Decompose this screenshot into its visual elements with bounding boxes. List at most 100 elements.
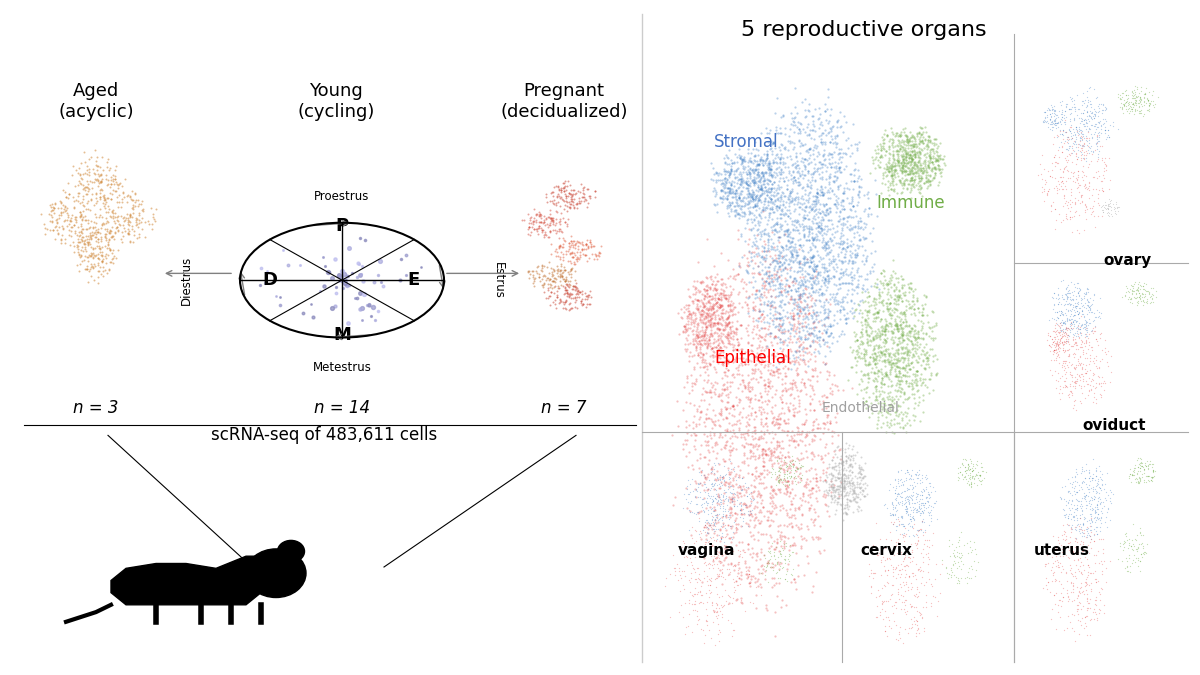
Point [68, 221, 88, 232]
Point [889, 349, 908, 360]
Point [709, 294, 728, 304]
Point [1061, 122, 1080, 132]
Point [1066, 504, 1085, 515]
Point [793, 193, 812, 204]
Point [780, 556, 799, 567]
Point [724, 345, 743, 356]
Point [740, 549, 760, 560]
Point [814, 418, 833, 429]
Point [770, 157, 790, 168]
Point [895, 364, 914, 375]
Point [750, 357, 769, 368]
Point [707, 512, 726, 522]
Point [1088, 474, 1108, 485]
Point [784, 493, 803, 504]
Point [896, 560, 916, 570]
Point [875, 338, 894, 348]
Point [52, 234, 71, 244]
Point [750, 489, 769, 500]
Point [743, 187, 762, 198]
Point [762, 418, 781, 429]
Point [768, 313, 787, 323]
Point [888, 487, 907, 498]
Point [1057, 293, 1076, 304]
Point [883, 255, 902, 266]
Point [896, 146, 916, 157]
Point [698, 515, 718, 526]
Point [842, 466, 862, 477]
Point [844, 239, 863, 250]
Point [905, 611, 924, 622]
Point [913, 373, 932, 384]
Point [767, 568, 786, 578]
Point [721, 180, 740, 190]
Point [132, 213, 151, 223]
Point [92, 255, 112, 266]
Point [720, 309, 739, 320]
Point [76, 185, 95, 196]
Point [806, 265, 826, 276]
Point [804, 317, 823, 327]
Point [908, 399, 928, 410]
Point [750, 194, 769, 205]
Point [910, 138, 929, 148]
Point [1076, 472, 1096, 483]
Point [743, 192, 762, 202]
Point [762, 241, 781, 252]
Point [883, 401, 902, 412]
Point [694, 298, 713, 309]
Point [565, 280, 584, 291]
Point [738, 345, 757, 356]
Point [822, 338, 841, 348]
Point [704, 479, 724, 490]
Point [779, 402, 798, 412]
Point [1121, 292, 1140, 303]
Point [766, 330, 785, 341]
Point [884, 398, 904, 408]
Point [888, 155, 907, 165]
Point [889, 336, 908, 347]
Point [748, 158, 767, 169]
Point [756, 166, 775, 177]
Point [875, 357, 894, 368]
Point [101, 175, 120, 186]
Point [122, 202, 142, 213]
Point [43, 201, 62, 212]
Point [840, 254, 859, 265]
Point [720, 597, 739, 608]
Point [916, 155, 935, 165]
Point [1115, 100, 1134, 111]
Point [782, 498, 802, 509]
Point [794, 212, 814, 223]
Point [904, 141, 923, 152]
Point [800, 261, 820, 272]
Point [809, 287, 828, 298]
Point [788, 462, 808, 473]
Point [550, 190, 569, 201]
Point [708, 472, 727, 483]
Point [784, 410, 803, 421]
Point [906, 481, 925, 491]
Point [887, 354, 906, 364]
Point [882, 325, 901, 336]
Point [695, 286, 714, 297]
Point [1052, 306, 1072, 317]
Point [900, 135, 919, 146]
Point [902, 296, 922, 307]
Point [1066, 282, 1085, 293]
Point [722, 630, 742, 641]
Point [1052, 388, 1072, 399]
Point [1074, 153, 1093, 163]
Point [870, 290, 889, 300]
Point [902, 146, 922, 157]
Point [904, 567, 923, 578]
Point [700, 484, 719, 495]
Point [1080, 379, 1099, 390]
Point [677, 551, 696, 562]
Point [1067, 340, 1086, 351]
Point [869, 306, 888, 317]
Point [858, 488, 877, 499]
Point [785, 294, 804, 304]
Point [899, 402, 918, 413]
Point [919, 510, 938, 520]
